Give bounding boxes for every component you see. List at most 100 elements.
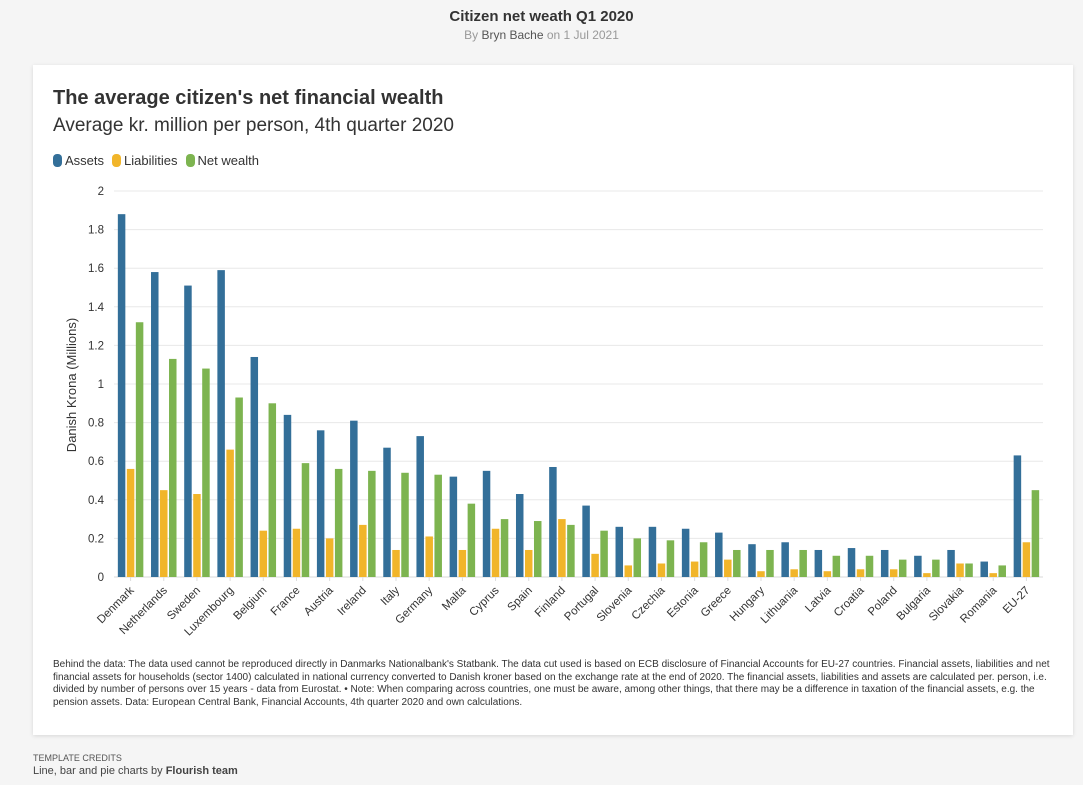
bar-assets[interactable] (482, 470, 491, 577)
bar-assets[interactable] (1013, 455, 1022, 577)
bar-assets[interactable] (681, 528, 690, 577)
bar-group-hungary (748, 544, 774, 577)
bar-assets[interactable] (350, 420, 358, 577)
bar-liabilities[interactable] (790, 569, 798, 577)
bar-net-wealth[interactable] (368, 470, 376, 577)
bar-net-wealth[interactable] (533, 521, 542, 577)
bar-net-wealth[interactable] (434, 474, 442, 577)
bar-liabilities[interactable] (491, 528, 500, 577)
bar-liabilities[interactable] (757, 571, 765, 577)
bar-liabilities[interactable] (989, 573, 997, 577)
bar-net-wealth[interactable] (567, 524, 575, 577)
bar-net-wealth[interactable] (600, 530, 608, 577)
bar-assets[interactable] (914, 555, 922, 577)
bar-assets[interactable] (250, 356, 259, 577)
bar-assets[interactable] (416, 436, 424, 577)
bar-assets[interactable] (781, 542, 789, 577)
bar-assets[interactable] (648, 526, 657, 577)
bar-net-wealth[interactable] (932, 559, 940, 577)
bar-net-wealth[interactable] (169, 358, 177, 577)
bar-net-wealth[interactable] (666, 540, 675, 577)
bar-net-wealth[interactable] (699, 542, 708, 577)
bar-group-luxembourg (217, 270, 243, 577)
bar-liabilities[interactable] (889, 569, 898, 577)
bar-liabilities[interactable] (856, 569, 865, 577)
bar-net-wealth[interactable] (898, 559, 907, 577)
bar-assets[interactable] (615, 526, 624, 577)
credits-team-link[interactable]: Flourish team (165, 765, 238, 777)
bar-assets[interactable] (847, 548, 856, 577)
bar-liabilities[interactable] (126, 468, 135, 577)
y-tick-label: 0.8 (88, 418, 104, 430)
bar-net-wealth[interactable] (334, 468, 343, 577)
bar-liabilities[interactable] (823, 571, 832, 577)
bar-liabilities[interactable] (657, 563, 666, 577)
x-tick-label: Belgium (232, 585, 270, 623)
legend-swatch-net-wealth (185, 154, 195, 167)
legend-item-liabilities[interactable]: Liabilities (112, 153, 178, 168)
bar-liabilities[interactable] (524, 549, 533, 577)
bar-liabilities[interactable] (193, 494, 201, 577)
credits-prefix: Line, bar and pie charts by (33, 765, 163, 777)
bar-group-slovakia (947, 549, 973, 577)
bar-net-wealth[interactable] (799, 549, 807, 577)
credits-heading: Template credits (33, 753, 122, 763)
bar-net-wealth[interactable] (500, 519, 509, 577)
bar-liabilities[interactable] (624, 565, 633, 577)
bar-liabilities[interactable] (458, 549, 467, 577)
bar-assets[interactable] (515, 494, 524, 577)
legend-item-net-wealth[interactable]: Net wealth (185, 153, 259, 168)
bar-assets[interactable] (880, 549, 889, 577)
bar-liabilities[interactable] (425, 536, 433, 577)
bar-assets[interactable] (980, 561, 988, 577)
bar-net-wealth[interactable] (832, 555, 841, 577)
bar-liabilities[interactable] (359, 524, 367, 577)
bar-assets[interactable] (449, 476, 458, 577)
bar-liabilities[interactable] (558, 519, 566, 577)
bar-liabilities[interactable] (1022, 542, 1031, 577)
bar-net-wealth[interactable] (301, 463, 310, 577)
bar-liabilities[interactable] (690, 561, 699, 577)
bar-liabilities[interactable] (160, 490, 168, 577)
bar-net-wealth[interactable] (766, 549, 774, 577)
bar-liabilities[interactable] (591, 553, 599, 577)
bar-net-wealth[interactable] (467, 503, 476, 577)
bar-net-wealth[interactable] (235, 397, 243, 577)
bar-net-wealth[interactable] (633, 538, 642, 577)
bar-liabilities[interactable] (325, 538, 334, 577)
bar-assets[interactable] (184, 285, 192, 577)
bar-assets[interactable] (383, 447, 391, 577)
bar-assets[interactable] (283, 414, 292, 577)
bar-assets[interactable] (117, 214, 126, 577)
bar-assets[interactable] (549, 466, 557, 577)
bar-net-wealth[interactable] (865, 555, 874, 577)
bar-liabilities[interactable] (392, 549, 400, 577)
bar-net-wealth[interactable] (998, 565, 1006, 577)
bar-assets[interactable] (748, 544, 756, 577)
bar-assets[interactable] (316, 430, 325, 577)
bar-net-wealth[interactable] (202, 368, 210, 577)
bar-liabilities[interactable] (226, 449, 234, 577)
author-link[interactable]: Bryn Bache (481, 28, 544, 42)
bar-group-finland (549, 466, 575, 577)
legend-swatch-liabilities (112, 154, 122, 167)
bar-net-wealth[interactable] (135, 322, 144, 577)
bar-assets[interactable] (151, 272, 159, 577)
bar-liabilities[interactable] (956, 563, 964, 577)
bar-net-wealth[interactable] (268, 403, 277, 577)
bar-liabilities[interactable] (724, 559, 732, 577)
bar-assets[interactable] (947, 549, 955, 577)
bar-net-wealth[interactable] (965, 563, 973, 577)
bar-liabilities[interactable] (259, 530, 268, 577)
bar-assets[interactable] (217, 270, 225, 577)
bar-assets[interactable] (715, 532, 723, 577)
bar-net-wealth[interactable] (733, 549, 741, 577)
bar-net-wealth[interactable] (1031, 490, 1040, 577)
bar-assets[interactable] (582, 505, 590, 577)
bar-group-czechia (648, 526, 675, 577)
bar-liabilities[interactable] (923, 573, 931, 577)
legend-item-assets[interactable]: Assets (53, 153, 104, 168)
bar-net-wealth[interactable] (401, 472, 409, 577)
bar-liabilities[interactable] (292, 528, 301, 577)
bar-assets[interactable] (814, 549, 823, 577)
